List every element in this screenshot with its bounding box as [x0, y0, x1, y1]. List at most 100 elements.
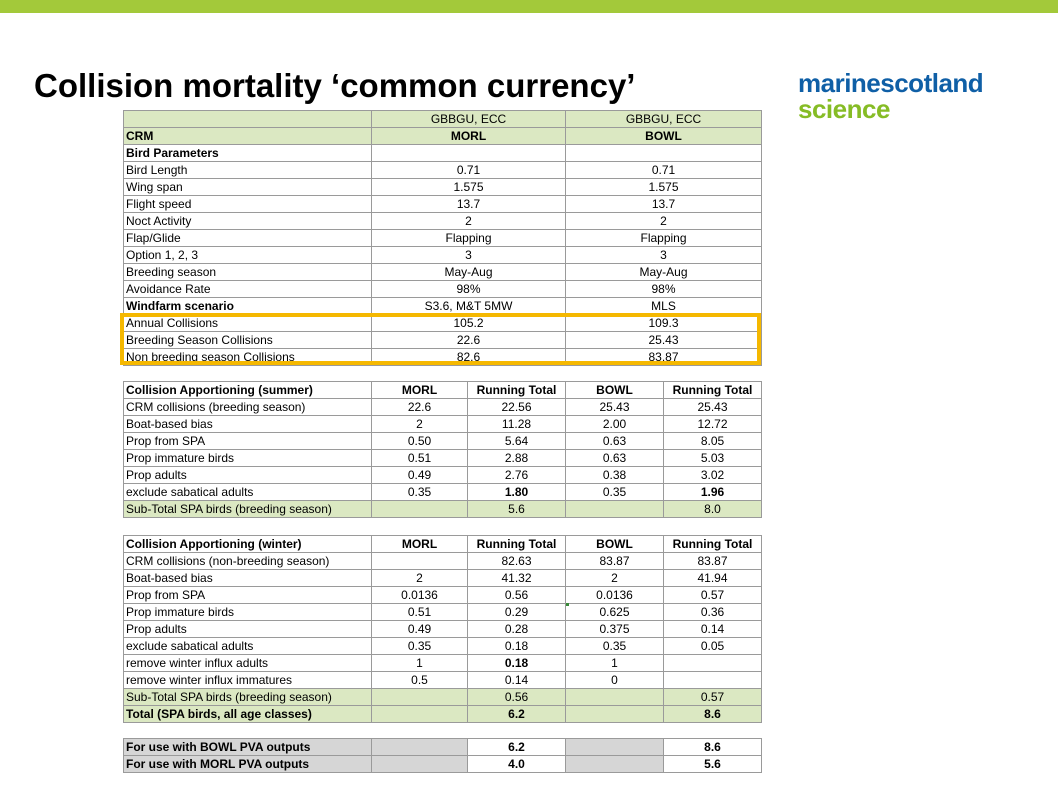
value-cell [371, 688, 468, 706]
value-cell: 82.63 [467, 552, 566, 570]
header-cell: Running Total [467, 535, 566, 553]
bowl-value: 13.7 [565, 195, 762, 213]
row-label: Sub-Total SPA birds (breeding season) [123, 500, 372, 518]
value-cell [371, 552, 468, 570]
value-cell: 0.28 [467, 620, 566, 638]
value-cell: 0.63 [565, 449, 664, 467]
row-label: remove winter influx immatures [123, 671, 372, 689]
value-cell: 1.80 [467, 483, 566, 501]
value-cell: 25.43 [565, 398, 664, 416]
row-label: For use with BOWL PVA outputs [123, 738, 372, 756]
value-cell: 0.56 [467, 586, 566, 604]
table-header-row: Collision Apportioning (summer) MORL Runni… [123, 381, 762, 399]
value-cell: 0.35 [565, 483, 664, 501]
value-cell: 0.51 [371, 449, 468, 467]
value-cell: 0.18 [467, 654, 566, 672]
table-row: Bird Parameters [123, 144, 762, 162]
morl-value: 1.575 [371, 178, 566, 196]
table-row: Boat-based bias 2 11.28 2.00 12.72 [123, 415, 762, 433]
value-cell [565, 755, 664, 773]
table-row: Prop from SPA 0.50 5.64 0.63 8.05 [123, 432, 762, 450]
header-cell [123, 110, 372, 128]
value-cell: 0.50 [371, 432, 468, 450]
table-row: Bird Length 0.71 0.71 [123, 161, 762, 179]
row-label: Wing span [123, 178, 372, 196]
bowl-value: 109.3 [565, 314, 762, 332]
value-cell: 0 [565, 671, 664, 689]
value-cell: 0.29 [467, 603, 566, 621]
row-label: Boat-based bias [123, 415, 372, 433]
value-cell: 0.14 [663, 620, 762, 638]
header-cell: Collision Apportioning (summer) [123, 381, 372, 399]
value-cell: 0.18 [467, 637, 566, 655]
value-cell: 12.72 [663, 415, 762, 433]
header-cell: Collision Apportioning (winter) [123, 535, 372, 553]
value-cell: 8.6 [663, 705, 762, 723]
value-cell: 0.63 [565, 432, 664, 450]
morl-value: 3 [371, 246, 566, 264]
top-accent-bar [0, 0, 1058, 13]
row-label: Annual Collisions [123, 314, 372, 332]
value-cell: 83.87 [565, 552, 664, 570]
value-cell: 25.43 [663, 398, 762, 416]
morl-value: Flapping [371, 229, 566, 247]
crm-parameters-table: GBBGU, ECC GBBGU, ECC CRM MORL BOWL Bird Para… [123, 110, 762, 366]
row-label: Flight speed [123, 195, 372, 213]
value-cell: 22.56 [467, 398, 566, 416]
logo-text-marine: marine [798, 68, 881, 98]
value-cell: 0.35 [565, 637, 664, 655]
bowl-value: 2 [565, 212, 762, 230]
value-cell: 5.03 [663, 449, 762, 467]
bowl-value: 1.575 [565, 178, 762, 196]
value-cell [371, 705, 468, 723]
value-cell [371, 755, 468, 773]
logo-text-science: science [798, 94, 890, 124]
bowl-value: Flapping [565, 229, 762, 247]
table-row: exclude sabatical adults 0.35 0.18 0.35 0.05 [123, 637, 762, 655]
morl-value: 0.71 [371, 161, 566, 179]
row-label: CRM collisions (breeding season) [123, 398, 372, 416]
value-cell: 0.57 [663, 688, 762, 706]
row-label: For use with MORL PVA outputs [123, 755, 372, 773]
value-cell: 0.0136 [565, 586, 664, 604]
row-label: CRM collisions (non-breeding season) [123, 552, 372, 570]
table-row: Non breeding season Collisions 82.6 83.87 [123, 348, 762, 366]
summer-apportioning-table: Collision Apportioning (summer) MORL Runni… [123, 381, 762, 518]
value-cell [663, 654, 762, 672]
bowl-value: MLS [565, 297, 762, 315]
header-cell: BOWL [565, 381, 664, 399]
value-cell: 41.94 [663, 569, 762, 587]
header-cell: MORL [371, 381, 468, 399]
row-label: CRM [123, 127, 372, 145]
slide-title: Collision mortality ‘common currency’ [34, 67, 636, 104]
morl-value: S3.6, M&T 5MW [371, 297, 566, 315]
value-cell: 6.2 [467, 705, 566, 723]
table-row: exclude sabatical adults 0.35 1.80 0.35 1.96 [123, 483, 762, 501]
morl-value: 2 [371, 212, 566, 230]
row-label: Breeding season [123, 263, 372, 281]
table-row: remove winter influx immatures 0.5 0.14 0 [123, 671, 762, 689]
value-cell: 2 [371, 569, 468, 587]
row-label: Prop from SPA [123, 432, 372, 450]
table-row: remove winter influx adults 1 0.18 1 [123, 654, 762, 672]
total-row: Total (SPA birds, all age classes) 6.2 8.6 [123, 705, 762, 723]
table-row: Prop immature birds 0.51 2.88 0.63 5.03 [123, 449, 762, 467]
morl-value: 22.6 [371, 331, 566, 349]
value-cell: 5.6 [467, 500, 566, 518]
table-row: Wing span 1.575 1.575 [123, 178, 762, 196]
table-row: CRM collisions (breeding season) 22.6 22.5… [123, 398, 762, 416]
value-cell: 0.375 [565, 620, 664, 638]
bowl-value: May-Aug [565, 263, 762, 281]
row-label: Bird Length [123, 161, 372, 179]
value-cell: 2.88 [467, 449, 566, 467]
value-cell: 8.6 [663, 738, 762, 756]
row-label: Prop adults [123, 466, 372, 484]
value-cell: 41.32 [467, 569, 566, 587]
value-cell: 0.49 [371, 466, 468, 484]
value-cell: 0.05 [663, 637, 762, 655]
table-row: CRM MORL BOWL [123, 127, 762, 145]
table-header-row: Collision Apportioning (winter) MORL Runni… [123, 535, 762, 553]
value-cell [565, 738, 664, 756]
bowl-value [565, 144, 762, 162]
